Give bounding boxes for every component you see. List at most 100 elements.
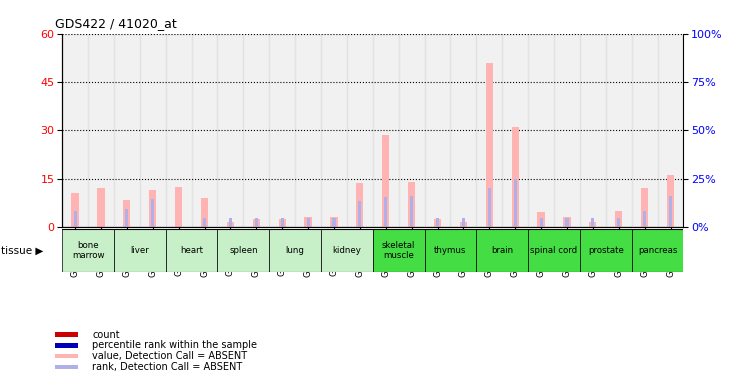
Bar xyxy=(641,188,648,227)
Bar xyxy=(347,34,373,227)
Bar xyxy=(62,229,114,272)
Bar xyxy=(175,187,182,227)
Bar xyxy=(528,34,554,227)
Bar xyxy=(253,219,260,227)
Bar xyxy=(304,217,311,227)
Bar xyxy=(539,218,542,227)
Bar xyxy=(114,229,166,272)
Bar xyxy=(321,229,373,272)
Bar xyxy=(385,197,387,227)
Text: heart: heart xyxy=(180,246,203,255)
Bar xyxy=(667,176,674,227)
Bar xyxy=(410,196,413,227)
Bar xyxy=(295,34,321,227)
Bar xyxy=(658,34,683,227)
Bar xyxy=(227,222,234,227)
Text: GDS422 / 41020_at: GDS422 / 41020_at xyxy=(55,17,177,30)
Bar xyxy=(55,343,78,348)
Bar xyxy=(512,127,519,227)
Bar xyxy=(669,196,672,227)
Bar xyxy=(114,34,140,227)
Bar xyxy=(140,34,166,227)
Bar xyxy=(72,193,79,227)
Bar xyxy=(166,229,218,272)
Bar xyxy=(580,229,632,272)
Bar xyxy=(617,218,621,227)
Text: bone
marrow: bone marrow xyxy=(72,241,105,260)
Bar xyxy=(55,332,78,337)
Bar xyxy=(55,364,78,369)
Text: kidney: kidney xyxy=(333,246,361,255)
Bar xyxy=(450,34,477,227)
Bar xyxy=(632,34,658,227)
Bar xyxy=(434,219,442,227)
Text: brain: brain xyxy=(491,246,513,255)
Bar xyxy=(125,209,129,227)
Text: lung: lung xyxy=(286,246,305,255)
Bar xyxy=(333,218,336,227)
Bar xyxy=(632,229,683,272)
Bar xyxy=(201,198,208,227)
Bar xyxy=(229,218,232,227)
Bar xyxy=(398,34,425,227)
Bar xyxy=(321,34,347,227)
Bar xyxy=(373,229,425,272)
Text: value, Detection Call = ABSENT: value, Detection Call = ABSENT xyxy=(92,351,247,361)
Bar xyxy=(218,34,243,227)
Bar xyxy=(408,182,415,227)
Text: skeletal
muscle: skeletal muscle xyxy=(382,241,415,260)
Bar xyxy=(269,34,295,227)
Text: tissue ▶: tissue ▶ xyxy=(1,245,44,255)
Bar xyxy=(149,190,156,227)
Bar xyxy=(382,135,390,227)
Bar xyxy=(580,34,606,227)
Bar xyxy=(477,229,528,272)
Text: pancreas: pancreas xyxy=(638,246,678,255)
Bar xyxy=(502,34,528,227)
Bar xyxy=(606,34,632,227)
Bar xyxy=(151,199,154,227)
Bar xyxy=(615,211,622,227)
Bar xyxy=(488,188,491,227)
Bar xyxy=(462,218,465,227)
Bar xyxy=(330,217,338,227)
Text: count: count xyxy=(92,330,120,340)
Bar xyxy=(591,218,594,227)
Bar xyxy=(643,211,646,227)
Bar xyxy=(279,219,286,227)
Bar xyxy=(477,34,502,227)
Bar xyxy=(425,229,477,272)
Bar xyxy=(373,34,398,227)
Bar xyxy=(192,34,218,227)
Text: prostate: prostate xyxy=(588,246,624,255)
Bar xyxy=(166,34,192,227)
Bar xyxy=(564,217,571,227)
Bar xyxy=(425,34,450,227)
Text: percentile rank within the sample: percentile rank within the sample xyxy=(92,340,257,350)
Bar xyxy=(554,34,580,227)
Bar xyxy=(281,218,284,227)
Text: liver: liver xyxy=(130,246,149,255)
Bar xyxy=(203,218,206,227)
Bar xyxy=(485,63,493,227)
Bar xyxy=(356,183,363,227)
Text: spleen: spleen xyxy=(229,246,257,255)
Bar xyxy=(306,218,310,227)
Bar xyxy=(243,34,269,227)
Bar xyxy=(124,200,130,227)
Bar xyxy=(436,218,439,227)
Bar xyxy=(74,211,77,227)
Bar xyxy=(269,229,321,272)
Bar xyxy=(537,212,545,227)
Bar xyxy=(358,201,361,227)
Bar xyxy=(97,188,105,227)
Bar xyxy=(566,218,569,227)
Bar xyxy=(514,178,517,227)
Bar xyxy=(528,229,580,272)
Bar xyxy=(254,218,258,227)
Bar xyxy=(460,222,467,227)
Bar xyxy=(55,354,78,358)
Bar xyxy=(218,229,269,272)
Bar xyxy=(62,34,88,227)
Text: spinal cord: spinal cord xyxy=(531,246,577,255)
